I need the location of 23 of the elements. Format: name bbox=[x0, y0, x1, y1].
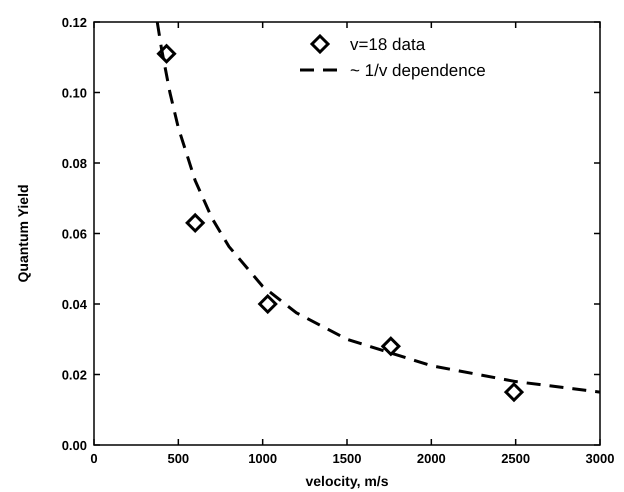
point bbox=[186, 213, 205, 232]
y-tick-label: 0.08 bbox=[62, 156, 87, 171]
legend-label: v=18 data bbox=[350, 35, 426, 54]
x-tick-label: 3000 bbox=[586, 451, 614, 466]
x-axis-title: velocity, m/s bbox=[305, 473, 389, 489]
x-tick-label: 1000 bbox=[248, 451, 278, 466]
x-tick-label: 2000 bbox=[416, 451, 446, 466]
x-tick-label: 1500 bbox=[332, 451, 362, 466]
point bbox=[381, 336, 400, 356]
y-tick-label: 0.00 bbox=[62, 438, 87, 453]
point bbox=[504, 382, 524, 402]
y-axis-title: Quantum Yield bbox=[15, 184, 31, 283]
x-tick-label: 2500 bbox=[501, 451, 530, 466]
y-tick-label: 0.10 bbox=[62, 86, 87, 100]
legend-label: ~ 1/v dependence bbox=[350, 61, 486, 80]
y-tick-label: 0.12 bbox=[62, 15, 87, 30]
y-tick-label: 0.06 bbox=[62, 226, 87, 242]
point bbox=[157, 44, 176, 64]
y-tick-label: 0.02 bbox=[62, 368, 87, 382]
x-tick-label: 0 bbox=[90, 451, 98, 466]
y-tick-label: 0.04 bbox=[62, 297, 88, 312]
x-tick-label: 500 bbox=[167, 451, 190, 466]
point bbox=[258, 294, 278, 314]
